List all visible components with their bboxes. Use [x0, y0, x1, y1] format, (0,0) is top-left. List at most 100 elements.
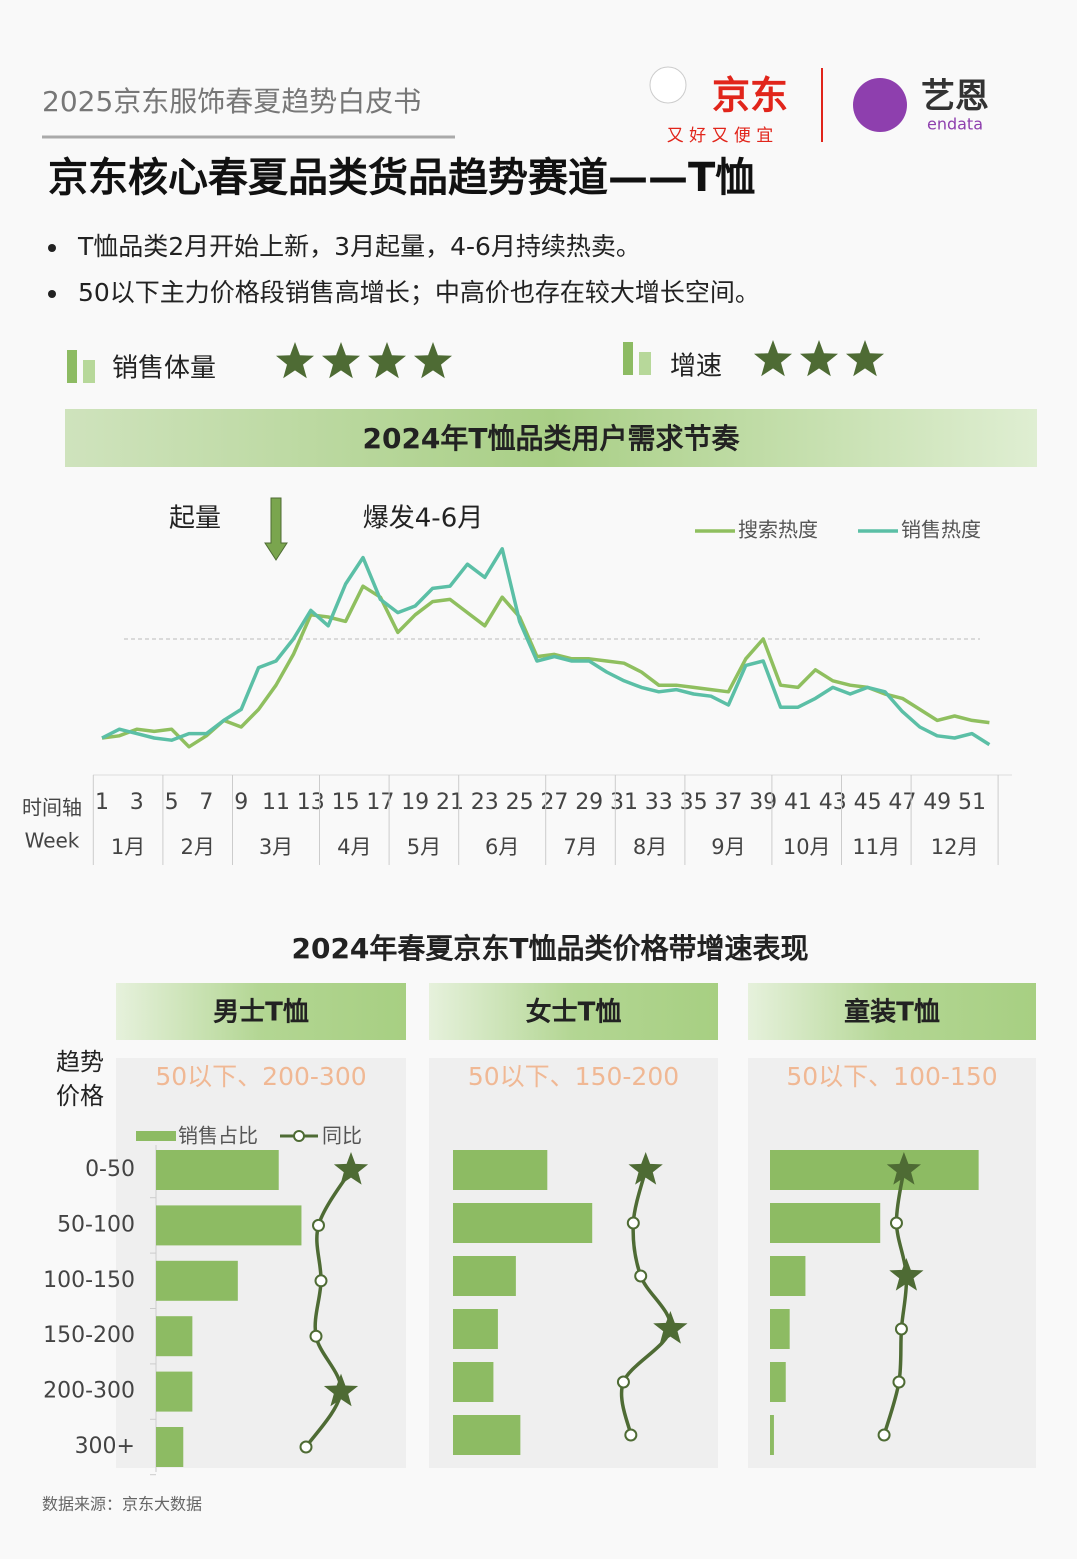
- x-tick-label: 35: [680, 790, 708, 815]
- bar: [156, 1371, 193, 1412]
- bar: [156, 1205, 302, 1246]
- y-tick-label: 300+: [75, 1434, 135, 1459]
- rating-star: [846, 340, 884, 377]
- x-tick-label: 9: [234, 790, 248, 815]
- yoy-point: [309, 1329, 323, 1343]
- month-label: 11月: [852, 835, 900, 859]
- rating-label: 销售体量: [112, 354, 216, 384]
- y-tick-label: 50-100: [57, 1212, 135, 1237]
- y-tick-label: 100-150: [43, 1268, 135, 1293]
- x-tick-label: 7: [199, 790, 213, 815]
- yoy-star: [333, 1152, 369, 1185]
- bullet: 50以下主力价格段销售高增长；中高价也存在较大增长空间。: [78, 278, 760, 307]
- rating-star: [368, 342, 406, 379]
- yoy-point: [634, 1269, 648, 1283]
- x-tick-label: 19: [401, 790, 429, 815]
- section-title: 2024年春夏京东T恤品类价格带增速表现: [291, 932, 808, 965]
- row-label: 趋势: [56, 1048, 104, 1076]
- yoy-point: [299, 1440, 313, 1454]
- yoy-star: [323, 1373, 359, 1407]
- bar: [453, 1256, 516, 1296]
- yoy-star: [653, 1311, 688, 1344]
- x-tick-label: 37: [714, 790, 742, 815]
- x-axis-label: 时间轴: [22, 796, 82, 820]
- panel-title: 女士T恤: [526, 997, 622, 1028]
- x-tick-label: 49: [923, 790, 951, 815]
- rating-star: [414, 342, 452, 379]
- month-label: 10月: [783, 835, 831, 859]
- bar: [770, 1150, 979, 1190]
- rating-icon: [83, 360, 95, 383]
- month-label: 1月: [111, 835, 145, 859]
- slogan: 又 好 又 便 宜: [667, 126, 774, 146]
- rating-icon: [67, 350, 77, 383]
- x-tick-label: 23: [471, 790, 499, 815]
- partner: 艺恩: [921, 77, 989, 117]
- bar: [156, 1150, 279, 1190]
- bullet-dot: [48, 244, 56, 252]
- bar: [453, 1150, 548, 1190]
- x-tick-label: 31: [610, 790, 638, 815]
- yoy-star: [886, 1152, 921, 1185]
- yoy-point: [624, 1428, 638, 1442]
- legend-label: 同比: [322, 1124, 362, 1148]
- yoy-point: [312, 1218, 325, 1232]
- y-tick-label: 200-300: [43, 1379, 135, 1404]
- yoy-point: [892, 1375, 906, 1389]
- panel-title: 童装T恤: [844, 997, 940, 1028]
- x-tick-label: 5: [165, 790, 179, 815]
- panel-title: 男士T恤: [213, 998, 309, 1028]
- bar: [453, 1309, 498, 1349]
- x-tick-label: 29: [575, 790, 603, 815]
- legend-swatch: [136, 1131, 176, 1141]
- annotation: 爆发4-6月: [363, 504, 483, 534]
- line-series: [101, 547, 991, 747]
- line-series: [101, 584, 990, 749]
- x-tick-label: 27: [540, 790, 568, 815]
- x-tick-label: 47: [888, 790, 916, 815]
- legend-label: 销售占比: [178, 1124, 258, 1148]
- panel-subtitle: 50以下、200-300: [155, 1062, 366, 1091]
- legend-label: 销售热度: [901, 518, 981, 542]
- panel-title-band: [748, 983, 1036, 1040]
- x-tick-label: 25: [506, 790, 534, 815]
- brand: 京东: [712, 74, 788, 118]
- month-label: 3月: [259, 835, 293, 859]
- rating-label: 增速: [670, 352, 722, 382]
- yoy-star: [889, 1258, 924, 1291]
- x-tick-label: 3: [130, 790, 144, 815]
- panel-title-band: [116, 983, 406, 1040]
- rating-icon: [623, 342, 633, 375]
- month-label: 7月: [563, 835, 597, 859]
- month-label: 2月: [181, 835, 215, 859]
- section-band: [65, 409, 1037, 467]
- annotation: 起量: [169, 504, 221, 534]
- month-label: 8月: [633, 835, 667, 859]
- rating-star: [322, 342, 360, 379]
- yoy-point: [616, 1375, 630, 1389]
- x-tick-label: 45: [854, 790, 882, 815]
- panel-subtitle: 50以下、150-200: [468, 1062, 679, 1091]
- rating-star: [754, 340, 792, 377]
- partner-en: endata: [927, 115, 983, 134]
- x-tick-label: 33: [645, 790, 673, 815]
- x-tick-label: 15: [332, 790, 360, 815]
- legend-swatch: [293, 1130, 305, 1142]
- x-tick-label: 13: [297, 790, 325, 815]
- bar: [770, 1256, 806, 1296]
- report-name: 2025京东服饰春夏趋势白皮书: [42, 85, 421, 118]
- bar: [156, 1260, 238, 1301]
- x-tick-label: 21: [436, 790, 464, 815]
- rating-icon: [639, 352, 651, 375]
- annotation-arrow: [264, 497, 288, 561]
- panel-subtitle: 50以下、100-150: [786, 1062, 997, 1091]
- x-tick-label: 43: [819, 790, 847, 815]
- bar: [453, 1415, 521, 1455]
- yoy-point: [889, 1216, 903, 1230]
- x-tick-label: 1: [95, 790, 109, 815]
- page-title: 京东核心春夏品类货品趋势赛道——T恤: [48, 155, 755, 201]
- partner-icon: [853, 78, 907, 132]
- y-tick-label: 150-200: [43, 1323, 135, 1348]
- bar: [156, 1316, 193, 1357]
- yoy-point: [314, 1274, 328, 1288]
